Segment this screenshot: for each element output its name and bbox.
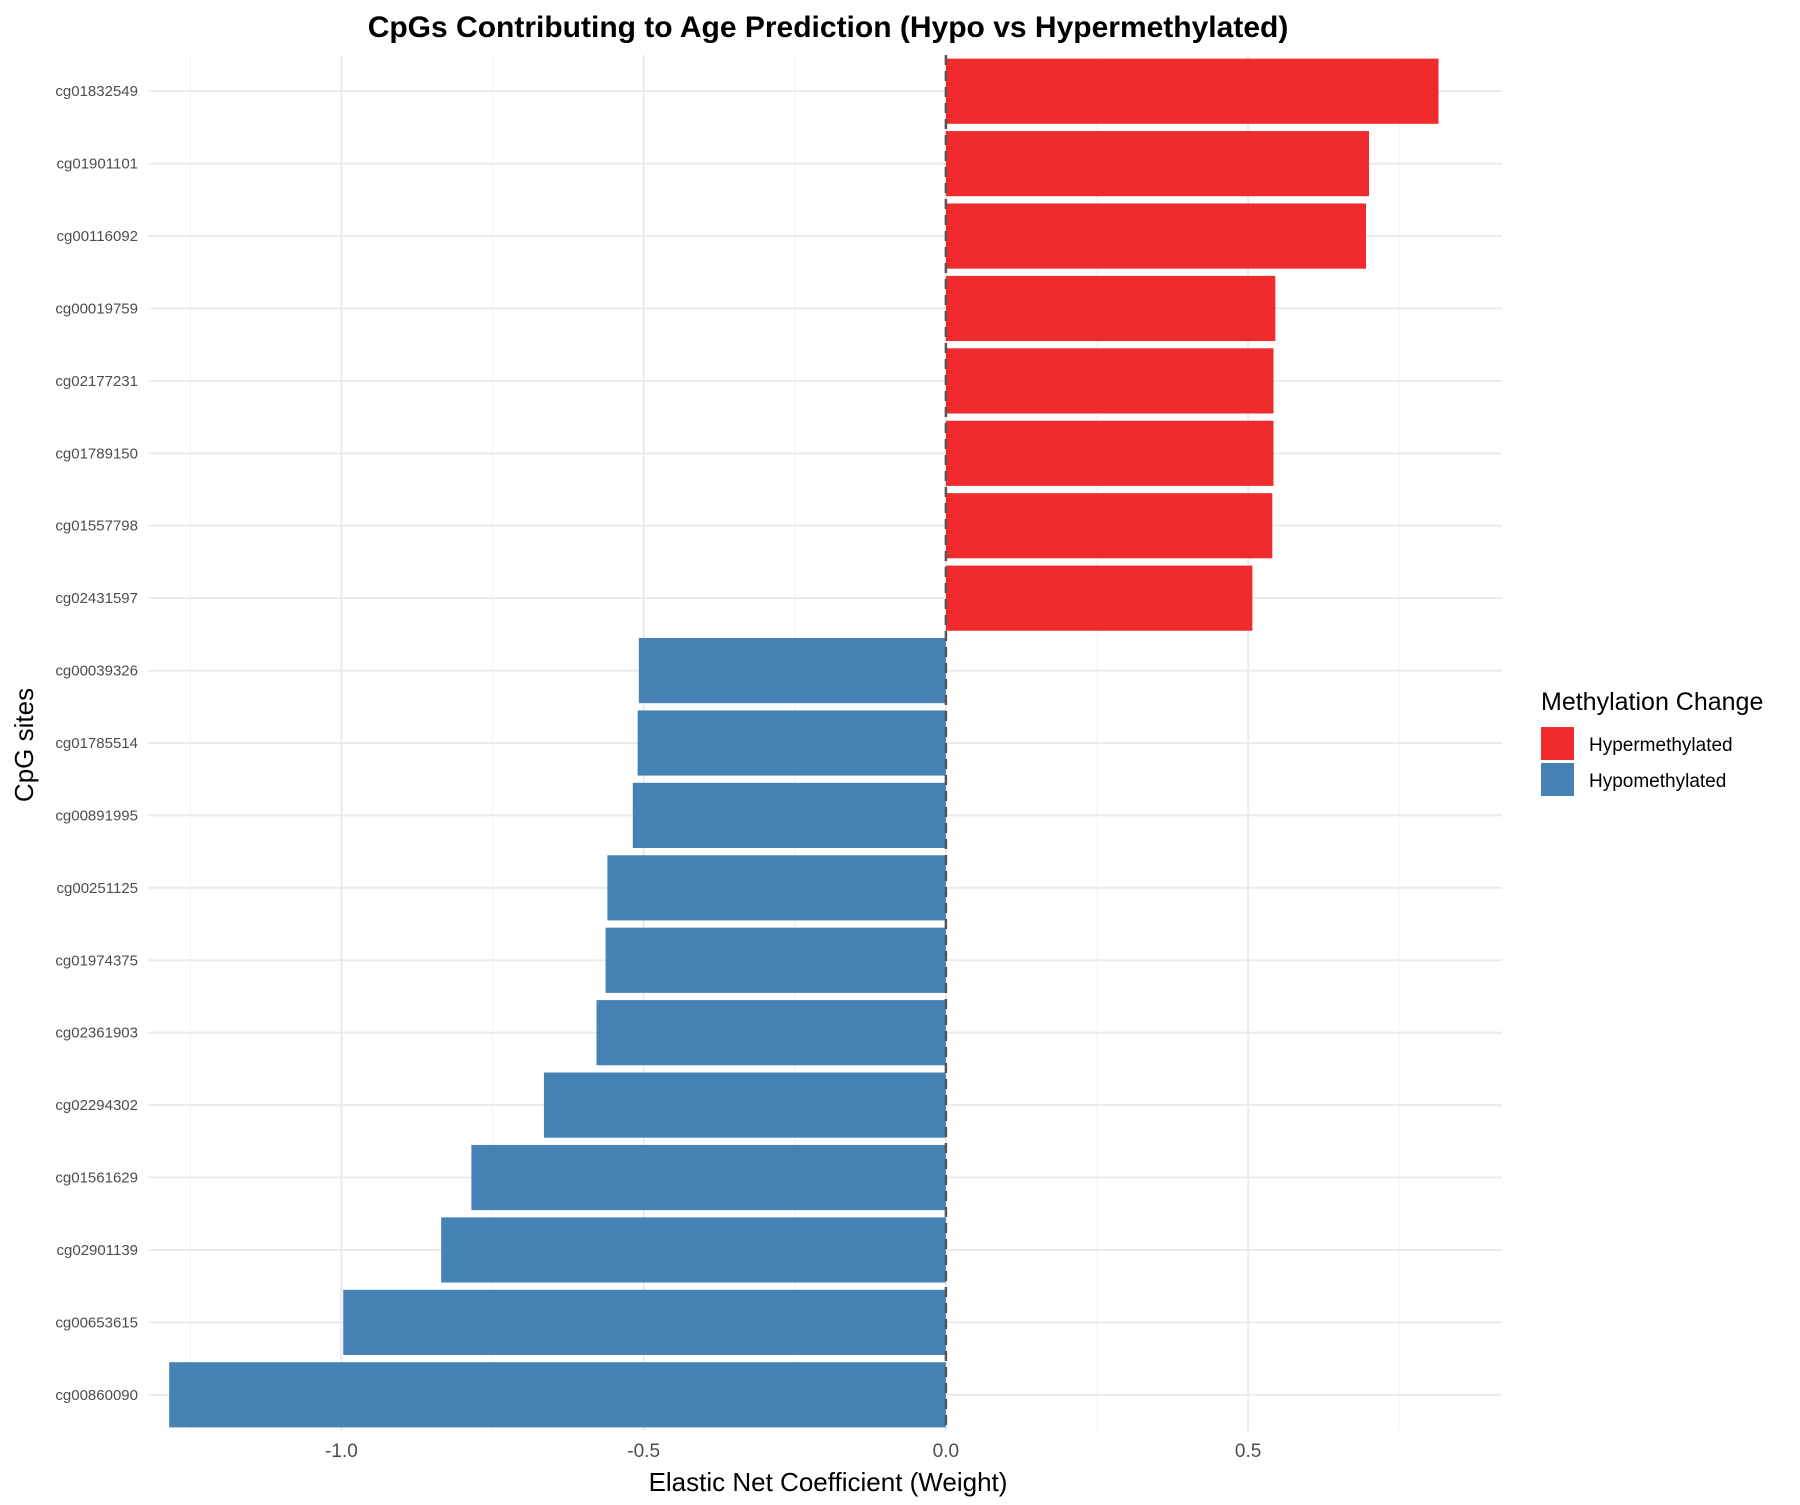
legend-label-hypomethylated: Hypomethylated xyxy=(1589,771,1726,792)
y-tick-label: cg01901101 xyxy=(57,156,138,173)
y-tick-label: cg00891995 xyxy=(55,807,138,824)
bar-cg02294302 xyxy=(543,1072,946,1138)
bar-cg02901139 xyxy=(441,1217,946,1283)
x-axis-title: Elastic Net Coefficient (Weight) xyxy=(649,1467,1008,1497)
y-tick-label: cg00653615 xyxy=(55,1314,138,1331)
y-tick-label: cg02177231 xyxy=(55,373,138,390)
bar-cg00860090 xyxy=(169,1362,946,1428)
y-tick-label: cg02901139 xyxy=(57,1242,138,1259)
bar-cg00116092 xyxy=(945,203,1366,269)
bar-cg01789150 xyxy=(945,420,1274,486)
bar-cg00251125 xyxy=(607,855,946,921)
x-tick-label: -1.0 xyxy=(325,1441,358,1462)
y-tick-label: cg02361903 xyxy=(55,1025,138,1042)
x-tick-label: -0.5 xyxy=(627,1441,660,1462)
x-tick-label: 0.5 xyxy=(1235,1441,1261,1462)
y-tick-label: cg00019759 xyxy=(55,300,138,317)
y-tick-labels: cg01832549 cg01901101 cg00116092 cg00019759… xyxy=(55,83,138,1404)
y-tick-label: cg01785514 xyxy=(55,735,138,752)
bar-cg01561629 xyxy=(471,1144,946,1211)
y-tick-label: cg01974375 xyxy=(55,952,138,969)
bar-cg01785514 xyxy=(637,710,946,776)
y-tick-label: cg01789150 xyxy=(55,445,138,462)
x-tick-label: 0.0 xyxy=(933,1441,959,1462)
bar-cg01974375 xyxy=(605,927,946,993)
y-tick-label: cg00039326 xyxy=(55,663,138,680)
y-tick-label: cg00116092 xyxy=(57,228,138,245)
bar-cg02361903 xyxy=(596,1000,946,1066)
bar-cg02177231 xyxy=(945,348,1274,414)
bar-cg01832549 xyxy=(945,58,1439,124)
x-tick-labels: -1.0 -0.5 0.0 0.5 xyxy=(325,1441,1261,1462)
bar-cg00039326 xyxy=(638,637,946,704)
bars-layer xyxy=(169,58,1439,1428)
bar-cg01901101 xyxy=(945,131,1370,197)
chart-title: CpGs Contributing to Age Prediction (Hyp… xyxy=(368,11,1289,44)
bar-cg00653615 xyxy=(343,1289,946,1355)
y-tick-label: cg00860090 xyxy=(55,1387,138,1404)
legend-label-hypermethylated: Hypermethylated xyxy=(1589,735,1733,756)
bar-cg02431597 xyxy=(945,565,1253,631)
y-tick-label: cg00251125 xyxy=(57,880,138,897)
legend-title: Methylation Change xyxy=(1541,688,1763,716)
bar-cg01557798 xyxy=(945,493,1273,559)
y-tick-label: cg01832549 xyxy=(55,83,138,100)
y-tick-label: cg01557798 xyxy=(55,518,138,535)
legend: Methylation Change Hypermethylated Hypom… xyxy=(1541,688,1763,796)
y-tick-label: cg02294302 xyxy=(55,1097,138,1114)
y-axis-title: CpG sites xyxy=(9,688,39,802)
bar-cg00891995 xyxy=(632,782,946,849)
bar-cg00019759 xyxy=(945,275,1276,342)
legend-swatch-hypomethylated xyxy=(1541,763,1574,796)
y-tick-label: cg01561629 xyxy=(55,1170,138,1187)
legend-swatch-hypermethylated xyxy=(1541,727,1574,760)
y-tick-label: cg02431597 xyxy=(55,590,138,607)
